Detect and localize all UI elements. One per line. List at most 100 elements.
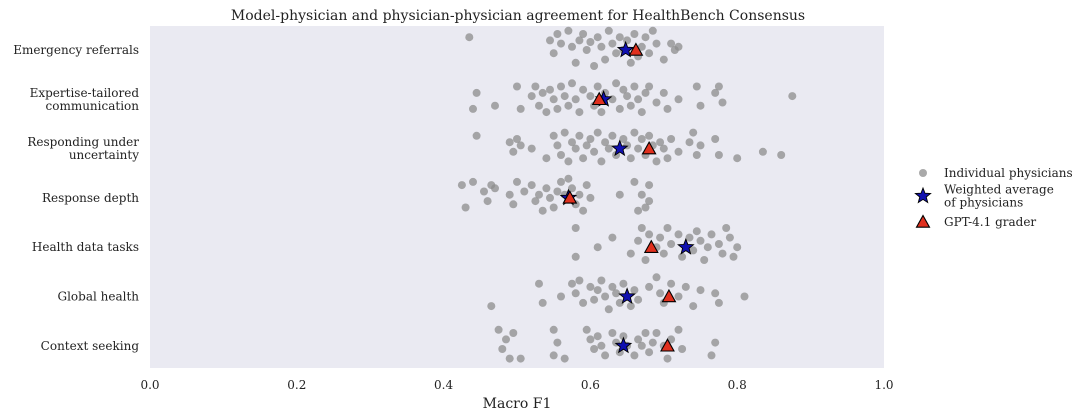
physician-point <box>656 138 665 147</box>
physician-point <box>590 345 599 353</box>
physician-point <box>630 82 639 91</box>
physician-point <box>597 42 606 51</box>
physician-point <box>549 49 558 58</box>
physician-point <box>571 289 580 298</box>
physician-point <box>711 338 720 347</box>
physician-point <box>575 190 584 199</box>
physician-point <box>641 256 650 264</box>
physician-point <box>491 101 499 110</box>
weighted-average-marker <box>618 287 636 304</box>
physician-point <box>516 354 525 363</box>
physician-point <box>575 108 584 117</box>
chart-title: Model-physician and physician-physician … <box>231 8 805 24</box>
physician-point <box>604 305 613 314</box>
x-tick-label: 0.0 <box>140 378 159 392</box>
physician-point <box>553 338 562 347</box>
physician-point <box>615 190 624 199</box>
physician-point <box>703 243 712 252</box>
physician-point <box>634 335 643 344</box>
physician-point <box>659 88 668 97</box>
physician-point <box>689 246 698 255</box>
physician-point <box>652 98 661 107</box>
legend-star-icon <box>914 186 932 204</box>
physician-point <box>634 144 643 153</box>
physician-point <box>626 101 635 110</box>
legend-label: Individual physicians <box>944 166 1073 180</box>
physician-point <box>601 351 610 360</box>
physician-point <box>457 181 466 190</box>
physician-point <box>652 157 661 166</box>
physician-point <box>645 49 654 58</box>
physician-point <box>560 92 569 101</box>
physician-point <box>714 298 723 307</box>
plot-area <box>150 26 884 368</box>
physician-point <box>582 141 591 150</box>
physician-point <box>505 190 514 199</box>
physician-point <box>733 154 742 163</box>
physician-point <box>637 135 646 143</box>
physician-point <box>553 141 562 150</box>
gpt41-marker <box>591 91 607 106</box>
physician-point <box>579 30 588 38</box>
physician-point <box>604 144 613 153</box>
physician-point <box>491 184 499 193</box>
physician-point <box>714 151 723 159</box>
physician-point <box>516 104 525 113</box>
physician-point <box>535 101 543 110</box>
physician-point <box>733 243 742 252</box>
physician-point <box>597 157 606 166</box>
physician-point <box>645 181 654 190</box>
physician-point <box>692 151 701 159</box>
physician-point <box>725 233 734 242</box>
physician-point <box>483 197 492 206</box>
physician-point <box>568 79 576 88</box>
physician-point <box>469 177 477 186</box>
physician-point <box>645 230 654 239</box>
physician-point <box>527 92 536 101</box>
physician-point <box>513 135 521 143</box>
physician-point <box>513 177 521 186</box>
physician-point <box>645 197 654 206</box>
physician-point <box>472 88 481 97</box>
physician-point <box>590 62 599 70</box>
physician-point <box>568 279 576 288</box>
physician-point <box>707 230 716 239</box>
physician-point <box>582 46 591 54</box>
physician-point <box>634 295 643 304</box>
legend-label: GPT-4.1 grader <box>944 215 1036 229</box>
physician-point <box>469 104 477 113</box>
physician-point <box>674 95 683 104</box>
physician-point <box>542 184 551 193</box>
gpt41-marker <box>641 140 657 155</box>
physician-point <box>619 279 628 288</box>
physician-point <box>564 26 573 35</box>
physician-point <box>575 36 584 45</box>
physician-point <box>645 82 654 91</box>
physician-point <box>608 39 617 48</box>
physician-point <box>663 104 672 113</box>
physician-point <box>634 206 643 215</box>
physician-point <box>623 92 632 101</box>
physician-point <box>568 184 576 193</box>
physician-point <box>527 181 536 190</box>
x-tick-label: 0.8 <box>728 378 747 392</box>
physician-point <box>707 351 716 360</box>
x-axis-label: Macro F1 <box>483 396 552 412</box>
y-tick-label: Emergency referrals <box>13 43 139 57</box>
physician-point <box>509 329 518 337</box>
physician-point <box>557 39 565 48</box>
physician-point <box>678 345 687 353</box>
physician-point <box>604 26 613 35</box>
y-tick-label: Context seeking <box>41 339 140 353</box>
physician-point <box>513 82 521 91</box>
physician-point <box>696 141 705 150</box>
physician-point <box>593 332 602 341</box>
physician-point <box>615 104 624 113</box>
summary-markers <box>559 40 695 354</box>
physician-point <box>590 295 599 304</box>
physician-point <box>667 240 676 248</box>
physician-point <box>656 289 665 298</box>
physician-point <box>597 341 606 350</box>
physician-point <box>538 88 547 97</box>
physician-point <box>659 55 668 64</box>
